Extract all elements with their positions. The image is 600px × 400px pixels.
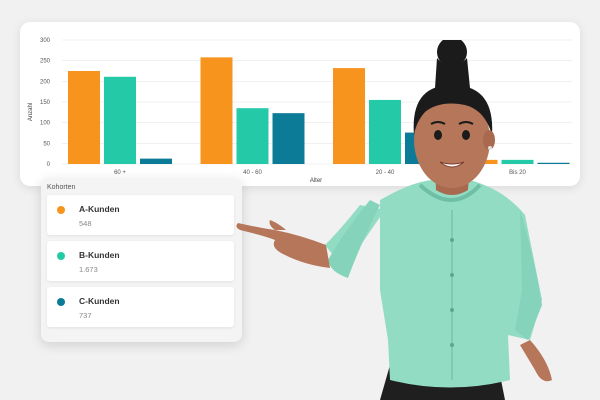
bar-3-2[interactable] (537, 162, 570, 164)
bar-1-0[interactable] (200, 57, 233, 164)
y-tick-label: 50 (43, 141, 50, 147)
bar-chart: 0 50 100 150 200 250 300 60 + 40 - 60 20 - 40 Bis … (28, 38, 572, 184)
kohorte-item-c[interactable]: C-Kunden 737 (47, 287, 234, 327)
x-axis-label: Alter (310, 178, 322, 184)
y-tick-label: 250 (40, 59, 51, 65)
bar-0-1[interactable] (104, 76, 136, 164)
bar-2-0[interactable] (333, 68, 365, 164)
y-tick-label: 0 (47, 162, 51, 168)
y-axis-label: Anzahl (28, 103, 34, 121)
bar-2-1[interactable] (369, 99, 401, 164)
x-tick-label: 40 - 60 (243, 170, 262, 176)
y-tick-label: 100 (40, 121, 51, 127)
kohorte-name: C-Kunden (79, 296, 120, 306)
color-dot-icon (57, 252, 65, 260)
x-tick-label: Bis 20 (509, 170, 526, 176)
kohorte-item-a[interactable]: A-Kunden 548 (47, 195, 234, 235)
color-dot-icon (57, 206, 65, 214)
bar-3-1[interactable] (501, 159, 534, 164)
y-tick-label: 200 (40, 79, 51, 85)
bar-0-2[interactable] (140, 158, 172, 164)
kohorten-panel: Kohorten A-Kunden 548 B-Kunden 1.673 C-K… (41, 178, 242, 342)
bar-0-0[interactable] (68, 71, 100, 164)
kohorte-name: A-Kunden (79, 204, 120, 214)
kohorte-name: B-Kunden (79, 250, 120, 260)
x-tick-label: 60 + (114, 170, 126, 176)
color-dot-icon (57, 298, 65, 306)
kohorten-title: Kohorten (47, 184, 76, 191)
kohorte-count: 548 (79, 219, 92, 228)
y-tick-label: 300 (40, 38, 51, 44)
kohorte-count: 1.673 (79, 265, 98, 274)
presenter-person-icon (236, 40, 552, 400)
kohorte-item-b[interactable]: B-Kunden 1.673 (47, 241, 234, 281)
bar-1-2[interactable] (272, 113, 305, 164)
y-tick-label: 150 (40, 100, 51, 106)
kohorte-count: 737 (79, 311, 92, 320)
x-tick-label: 20 - 40 (376, 170, 395, 176)
bar-1-1[interactable] (236, 108, 269, 164)
